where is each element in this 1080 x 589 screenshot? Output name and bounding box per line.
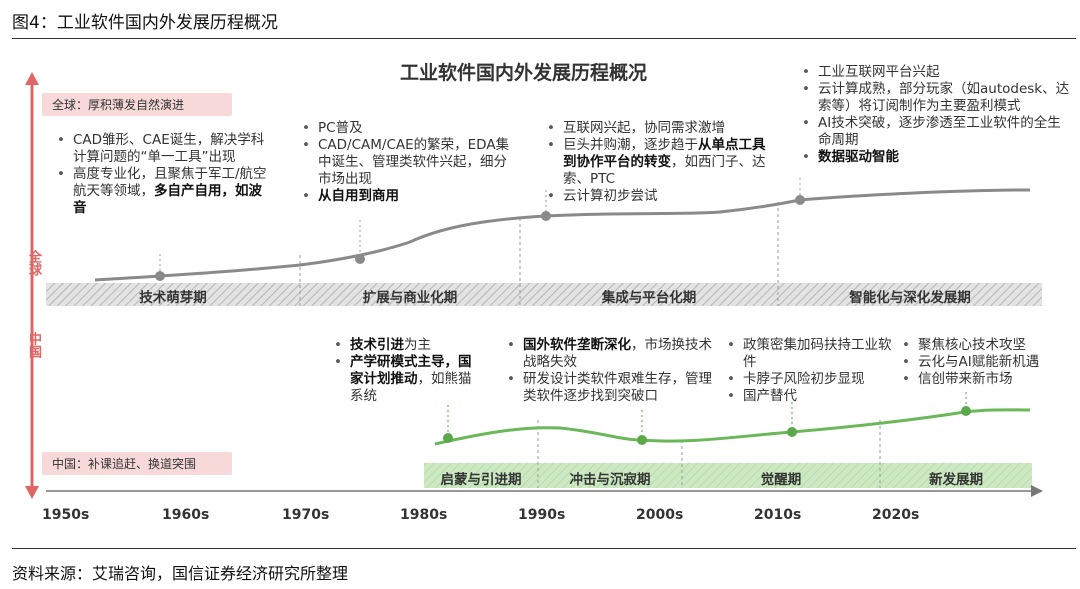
note-text: ，如西门子、达索、PTC	[563, 154, 766, 187]
note-item: 云化与AI赋能新机遇	[900, 354, 1075, 371]
note-text: 高度专业化，且聚焦于军工/航空航天等领域，	[73, 166, 267, 199]
china-curve	[434, 408, 1031, 446]
china-notes-3: 政策密集加码扶持工业软件卡脖子风险初步显现国产替代	[725, 337, 895, 405]
decade-1970s: 1970s	[282, 507, 330, 523]
timeline-graphic	[25, 72, 1043, 499]
note-text: 信创带来新市场	[918, 371, 1013, 387]
note-emphasis: 从自用到商用	[318, 188, 399, 204]
decade-1950s: 1950s	[42, 507, 90, 523]
note-item: 从自用到商用	[300, 188, 515, 205]
china-point-2	[637, 435, 647, 445]
china-notes-1: 技术引进为主产学研模式主导，国家计划推动，如熊猫系统	[332, 337, 472, 405]
global-phase-4: 智能化与深化发展期	[849, 290, 971, 306]
global-phase-1: 技术萌芽期	[139, 290, 207, 306]
china-tag: 中国：补课追赶、换道突围	[42, 452, 232, 475]
diagram-title: 工业软件国内外发展历程概况	[400, 62, 648, 84]
note-emphasis: 技术引进	[350, 337, 404, 353]
note-emphasis: 从单点工具到协作平台的转变	[563, 137, 766, 170]
note-text: 云化与AI赋能新机遇	[918, 354, 1040, 370]
note-item: 工业互联网平台兴起	[800, 64, 1070, 81]
note-text: 云计算初步尝试	[563, 188, 658, 204]
figure-title: 图4：工业软件国内外发展历程概况	[12, 13, 278, 33]
note-item: 云计算初步尝试	[545, 188, 770, 205]
note-item: PC普及	[300, 120, 515, 137]
note-text: AI技术突破，逐步渗透至工业软件的全生命周期	[818, 115, 1061, 148]
bottom-rule	[12, 548, 1076, 549]
decade-2000s: 2000s	[636, 507, 684, 523]
source-note: 资料来源：艾瑞咨询，国信证券经济研究所整理	[12, 564, 349, 583]
decade-1990s: 1990s	[518, 507, 566, 523]
note-item: 技术引进为主	[332, 337, 472, 354]
china-phase-1: 启蒙与引进期	[440, 472, 522, 488]
note-text: 工业互联网平台兴起	[818, 64, 940, 80]
note-item: 政策密集加码扶持工业软件	[725, 337, 895, 371]
note-item: 国外软件垄断深化，市场换技术战略失效	[505, 337, 720, 371]
axis-label-global: 全球	[26, 250, 41, 276]
note-text: 卡脖子风险初步显现	[743, 371, 865, 387]
note-text: 聚焦核心技术攻坚	[918, 337, 1026, 353]
note-item: 互联网兴起，协同需求激增	[545, 120, 770, 137]
global-notes-4: 工业互联网平台兴起云计算成熟，部分玩家（如autodesk、达索等）将订阅制作为…	[800, 64, 1070, 166]
global-point-4	[795, 195, 805, 205]
note-emphasis: 数据驱动智能	[818, 149, 899, 165]
note-item: 聚焦核心技术攻坚	[900, 337, 1075, 354]
note-item: CAD雏形、CAE诞生，解决学科计算问题的“单一工具”出现	[55, 132, 270, 166]
global-notes-2: PC普及CAD/CAM/CAE的繁荣，EDA集中诞生、管理类软件兴起，细分市场出…	[300, 120, 515, 205]
china-phase-2: 冲击与沉寂期	[569, 472, 651, 488]
global-notes-3: 互联网兴起，协同需求激增巨头并购潮，逐步趋于从单点工具到协作平台的转变，如西门子…	[545, 120, 770, 205]
top-rule	[12, 38, 1076, 39]
decade-2020s: 2020s	[872, 507, 920, 523]
global-phase-2: 扩展与商业化期	[362, 290, 458, 306]
axis-arrow-up	[25, 72, 39, 85]
global-phase-band	[46, 283, 1042, 306]
china-phase-band	[424, 463, 1032, 488]
note-text: 研发设计类软件艰难生存，管理类软件逐步找到突破口	[523, 371, 712, 404]
china-phase-3: 觉醒期	[760, 472, 802, 488]
china-point-4	[961, 406, 971, 416]
diagram-panel: 工业软件国内外发展历程概况 全球 中国 全球：厚积薄发自然演进 中国：补课追赶、…	[0, 40, 1080, 545]
note-item: 信创带来新市场	[900, 371, 1075, 388]
note-text: ，市场换技术战略失效	[523, 337, 712, 370]
note-text: 巨头并购潮，逐步趋于	[563, 137, 698, 153]
note-item: 高度专业化，且聚焦于军工/航空航天等领域，多自产自用，如波音	[55, 166, 270, 217]
note-text: 为主	[404, 337, 431, 353]
decade-1960s: 1960s	[162, 507, 210, 523]
axis-arrow-down	[25, 486, 39, 499]
china-phase-4: 新发展期	[929, 472, 983, 488]
decade-2010s: 2010s	[754, 507, 802, 523]
decade-1980s: 1980s	[400, 507, 448, 523]
note-text: CAD/CAM/CAE的繁荣，EDA集中诞生、管理类软件兴起，细分市场出现	[318, 137, 510, 187]
china-notes-4: 聚焦核心技术攻坚云化与AI赋能新机遇信创带来新市场	[900, 337, 1075, 388]
global-point-3	[541, 211, 551, 221]
note-item: CAD/CAM/CAE的繁荣，EDA集中诞生、管理类软件兴起，细分市场出现	[300, 137, 515, 188]
global-phase-3: 集成与平台化期	[601, 290, 697, 306]
note-text: CAD雏形、CAE诞生，解决学科计算问题的“单一工具”出现	[73, 132, 265, 165]
note-text: 国产替代	[743, 388, 797, 404]
note-item: AI技术突破，逐步渗透至工业软件的全生命周期	[800, 115, 1070, 149]
note-emphasis: 多自产自用，如波音	[73, 183, 262, 216]
note-item: 数据驱动智能	[800, 149, 1070, 166]
global-tag: 全球：厚积薄发自然演进	[42, 93, 232, 116]
china-point-3	[787, 427, 797, 437]
global-point-1	[155, 271, 165, 281]
note-emphasis: 国外软件垄断深化	[523, 337, 631, 353]
china-point-1	[443, 433, 453, 443]
note-text: 政策密集加码扶持工业软件	[743, 337, 892, 370]
note-item: 卡脖子风险初步显现	[725, 371, 895, 388]
global-point-2	[355, 254, 365, 264]
note-item: 国产替代	[725, 388, 895, 405]
axis-label-china: 中国	[26, 332, 41, 358]
note-text: PC普及	[318, 120, 363, 136]
note-text: 云计算成熟，部分玩家（如autodesk、达索等）将订阅制作为主要盈利模式	[818, 81, 1070, 114]
note-item: 云计算成熟，部分玩家（如autodesk、达索等）将订阅制作为主要盈利模式	[800, 81, 1070, 115]
china-notes-2: 国外软件垄断深化，市场换技术战略失效研发设计类软件艰难生存，管理类软件逐步找到突…	[505, 337, 720, 405]
global-notes-1: CAD雏形、CAE诞生，解决学科计算问题的“单一工具”出现高度专业化，且聚焦于军…	[55, 132, 270, 217]
note-text: ，如熊猫系统	[350, 371, 472, 404]
note-text: 互联网兴起，协同需求激增	[563, 120, 725, 136]
note-emphasis: 产学研模式主导，国家计划推动	[350, 354, 472, 387]
note-item: 产学研模式主导，国家计划推动，如熊猫系统	[332, 354, 472, 405]
note-item: 巨头并购潮，逐步趋于从单点工具到协作平台的转变，如西门子、达索、PTC	[545, 137, 770, 188]
note-item: 研发设计类软件艰难生存，管理类软件逐步找到突破口	[505, 371, 720, 405]
